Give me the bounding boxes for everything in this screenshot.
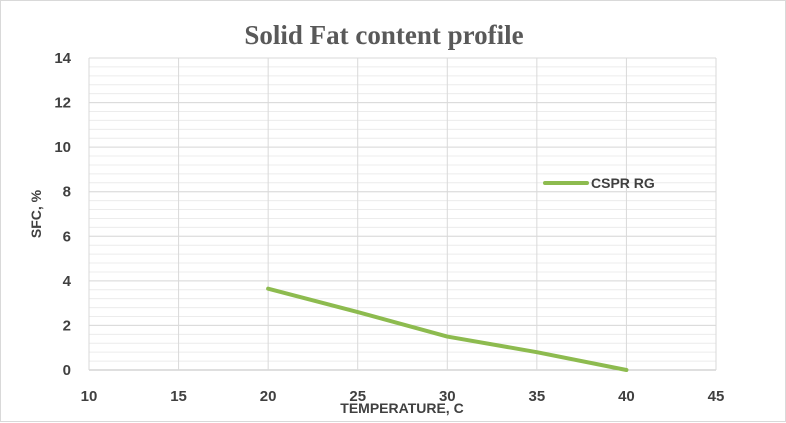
x-tick-label: 35 xyxy=(529,388,546,405)
y-tick-label: 12 xyxy=(54,95,71,112)
y-tick-label: 4 xyxy=(63,273,72,290)
y-axis-label: SFC, % xyxy=(28,189,44,238)
y-tick-label: 10 xyxy=(54,139,71,156)
y-tick-label: 0 xyxy=(63,362,71,379)
x-tick-label: 45 xyxy=(708,388,725,405)
legend-label-cspr-rg: CSPR RG xyxy=(591,175,655,191)
y-axis-ticks: 0 2 4 6 8 10 12 14 xyxy=(54,50,71,379)
x-tick-label: 10 xyxy=(81,388,98,405)
y-tick-label: 2 xyxy=(63,317,71,334)
y-tick-label: 14 xyxy=(54,50,71,67)
y-tick-label: 8 xyxy=(63,184,71,201)
legend: CSPR RG xyxy=(545,175,655,191)
x-tick-label: 40 xyxy=(618,388,635,405)
chart-title: Solid Fat content profile xyxy=(244,20,523,50)
x-axis-label: TEMPERATURE, C xyxy=(340,400,463,416)
x-tick-label: 15 xyxy=(170,388,187,405)
y-tick-label: 6 xyxy=(63,228,71,245)
x-tick-label: 20 xyxy=(260,388,277,405)
